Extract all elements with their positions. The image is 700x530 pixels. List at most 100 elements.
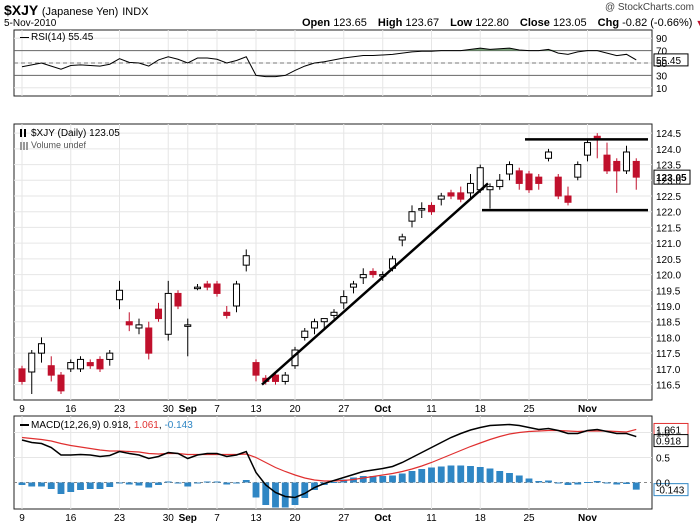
macd-hist-bar [96,482,104,489]
candle-body [115,289,124,301]
macd-value-tag-text: -0.143 [656,486,685,497]
x-tick-label-macd: 13 [250,513,262,524]
rsi-tick-label: 30 [656,71,668,82]
macd-hist-bar [574,482,582,485]
candle-body [398,236,406,241]
macd-hist-bar [428,467,435,483]
candle-body [164,292,172,335]
rsi-tick-label: 90 [656,34,668,45]
macd-hist-bar [584,482,591,483]
macd-hist-bar [125,482,133,485]
x-tick-label: 13 [250,404,262,415]
x-tick-label-macd: 7 [214,513,220,524]
rsi-value-tag-text: 55.45 [656,56,681,67]
x-tick-label: Sep [179,404,197,415]
macd-hist-bar [389,475,396,483]
price-tick-label: 118.0 [656,333,681,344]
price-tick-label: 117.0 [656,365,681,376]
macd-tick-label: 1.0 [656,429,670,440]
x-tick-label-macd: 23 [114,513,126,524]
rsi-legend: RSI(14) 55.45 [20,32,93,43]
x-tick-label-macd: Nov [578,513,597,524]
ticker-symbol: $XJY [4,2,38,18]
x-tick-label-macd: 18 [475,513,487,524]
macd-hist-bar [437,466,445,483]
candle-body [174,292,182,307]
close-label: Close [519,17,550,29]
macd-hist-bar [164,481,172,483]
x-tick-label: Nov [578,404,597,415]
candle-body [271,374,280,382]
candle-body [447,192,455,197]
x-tick-label-macd: 30 [163,513,175,524]
macd-signal-line [21,428,637,482]
candle-body [359,274,367,279]
price-tick-label: 123.5 [656,161,681,172]
x-tick-label: Oct [374,404,391,415]
candle-body [583,142,592,156]
price-tick-label: 122.0 [656,208,681,219]
macd-value-tag [653,434,689,448]
macd-hist-bar [447,465,455,483]
rsi-legend-swatch-icon [20,33,29,42]
macd-hist-bar [457,465,465,483]
macd-tick-label: 0.0 [656,479,670,490]
candle-body [57,374,65,392]
macd-hist-bar [515,475,523,483]
price-legend-text: $XJY (Daily) 123.05 [31,128,120,139]
macd-hist-bar [135,482,143,486]
macd-hist-bar [155,482,162,485]
open-label: Open [302,17,331,29]
x-tick-label: 11 [426,404,437,415]
price-tick-label: 117.5 [656,349,681,360]
candle-body [96,358,104,370]
macd-hist-value: -0.143 [164,420,193,431]
open-value: 123.65 [333,17,367,29]
price-tick-label: 121.5 [656,223,681,234]
price-panel-frame [13,123,653,401]
macd-legend: MACD(12,26,9) 0.918, 1.061, -0.143 [20,420,193,431]
macd-hist-bar [57,482,65,494]
macd-hist-bar [262,482,270,505]
macd-hist-bar [203,481,211,483]
macd-value-tag-text: 1.061 [656,425,681,436]
candle-body [125,321,133,326]
candle-body [330,311,338,316]
macd-hist-bar [379,476,387,483]
candle-body [310,321,319,329]
price-tick-label: 116.5 [656,381,681,392]
low-value: 122.80 [475,17,509,29]
price-value-tag-text: 123.05 [656,173,687,184]
price-tick-label: 124.0 [656,145,681,156]
candle-body [515,170,523,184]
ticker-title: $XJY (Japanese Yen) INDX [4,2,149,18]
candle-body [496,179,504,188]
candle-body [525,173,533,191]
x-tick-label: 16 [65,404,77,415]
rsi-tick-label: 70 [656,47,668,58]
macd-hist-bar [47,482,55,489]
candle-body [369,270,377,276]
macd-hist-bar [613,482,621,485]
candle-body [505,164,514,175]
candle-body [427,204,436,213]
candle-body [632,160,640,178]
volume-legend: Volume undef [20,140,86,150]
uptrend-line [261,182,489,386]
macd-hist-bar [603,482,611,484]
chg-value: -0.82 (-0.66%) [622,17,693,29]
candle-body [86,362,94,367]
candle-body [242,255,250,266]
candle-body [457,192,465,200]
candle-body [223,311,231,316]
candle-body [437,195,445,200]
macd-hist-bar [18,482,26,485]
macd-hist-bar [301,482,309,498]
macd-hist-bar [467,466,474,483]
candlestick-legend-icon [20,129,29,138]
macd-hist-bar [116,482,123,484]
candle-body [320,318,328,323]
candle-body [135,324,143,329]
candle-body [252,362,260,376]
